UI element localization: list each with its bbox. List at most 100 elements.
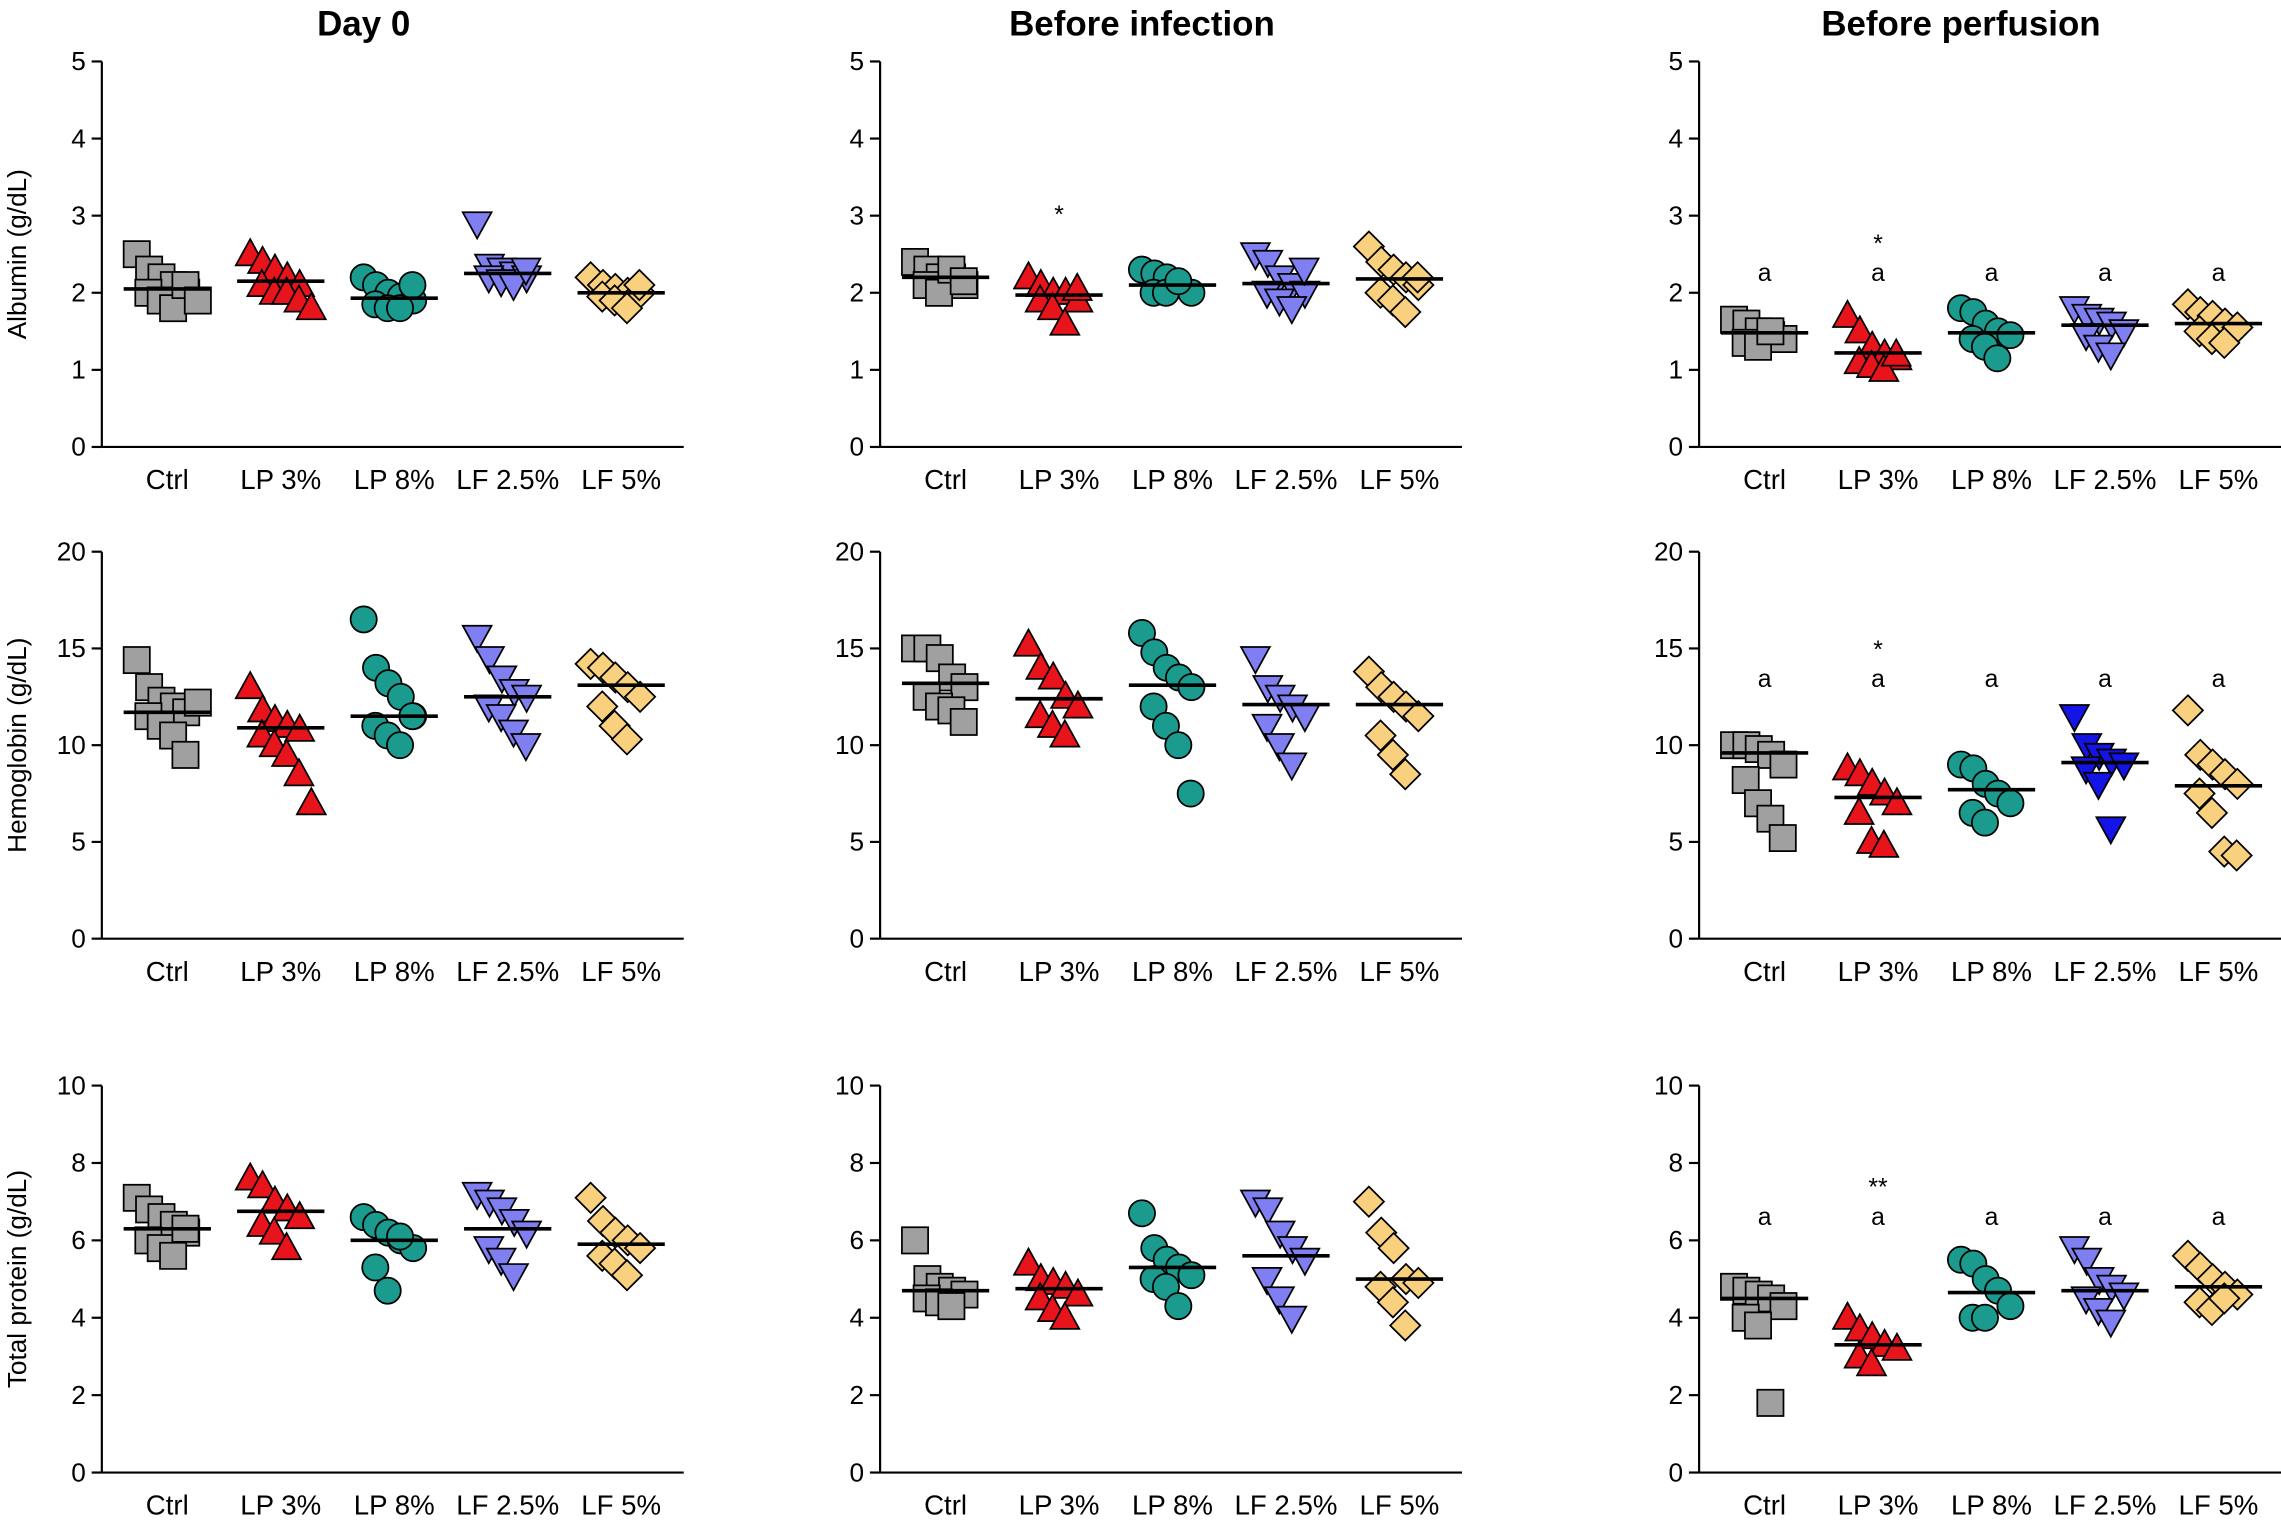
data-point <box>1855 1347 1888 1377</box>
x-tick-label: LF 2.5% <box>456 956 559 987</box>
y-tick-label: 15 <box>1654 633 1683 663</box>
x-tick-label: LF 5% <box>581 464 661 495</box>
data-point <box>2196 748 2229 781</box>
data-point <box>183 286 212 315</box>
data-point <box>2058 704 2091 734</box>
data-point <box>1352 1185 1386 1218</box>
y-tick-label: 0 <box>850 1457 865 1487</box>
x-tick-label: Ctrl <box>924 1490 967 1518</box>
significance-label: * <box>1873 231 1883 258</box>
x-tick-label: LP 3% <box>1019 1490 1100 1518</box>
y-tick-label: 10 <box>57 1070 86 1100</box>
data-point <box>1768 824 1797 853</box>
data-point <box>1389 690 1423 723</box>
x-tick-label: Ctrl <box>146 956 189 987</box>
data-point <box>1275 1305 1308 1335</box>
x-tick-label: LF 5% <box>581 1490 661 1518</box>
panel: Total protein (g/dL) 0 2 4 6 8 10 Ctrl LP 3% LP 8… <box>2 1070 684 1521</box>
y-tick-label: 4 <box>850 1302 865 1332</box>
data-point <box>361 1253 390 1282</box>
data-point <box>295 291 328 321</box>
panel: Day 0 Albumin (g/dL) 0 1 2 3 4 5 Ctrl LP 3% LP 8% L… <box>2 4 684 495</box>
y-tick-label: 6 <box>1669 1225 1684 1255</box>
y-tick-label: 2 <box>1669 1380 1684 1410</box>
data-point <box>183 688 212 717</box>
x-tick-label: LF 5% <box>2179 956 2259 987</box>
data-point <box>1048 306 1081 336</box>
panel-title: Before perfusion <box>1821 4 2100 43</box>
data-point <box>386 731 415 760</box>
data-point <box>398 271 427 300</box>
x-tick-label: LF 2.5% <box>2054 956 2157 987</box>
data-point <box>1769 750 1798 779</box>
y-tick-label: 1 <box>850 355 865 385</box>
data-point <box>901 1226 929 1255</box>
x-tick-label: Ctrl <box>1743 1490 1786 1518</box>
significance-label: a <box>2098 260 2112 287</box>
y-tick-label: 20 <box>835 536 864 566</box>
data-point <box>1996 321 2025 350</box>
data-point <box>2220 839 2253 872</box>
x-tick-label: LF 5% <box>2179 1490 2259 1518</box>
data-point <box>1377 1231 1410 1265</box>
y-tick-label: 5 <box>71 46 86 76</box>
x-tick-label: LP 8% <box>1132 1490 1213 1518</box>
data-point <box>2070 1247 2103 1277</box>
x-tick-label: LF 2.5% <box>1235 464 1338 495</box>
data-point <box>1062 689 1094 719</box>
x-tick-label: LP 3% <box>1838 956 1919 987</box>
x-tick-label: LP 3% <box>1838 464 1919 495</box>
y-tick-label: 0 <box>850 432 865 462</box>
data-point <box>171 740 200 769</box>
data-point <box>1288 257 1321 287</box>
y-tick-label: 0 <box>1669 432 1684 462</box>
data-point <box>461 624 494 654</box>
x-tick-label: Ctrl <box>1743 956 1786 987</box>
data-point <box>246 1169 279 1199</box>
y-tick-label: 0 <box>850 923 865 953</box>
x-tick-label: LF 2.5% <box>456 464 559 495</box>
x-tick-label: LF 2.5% <box>1235 956 1338 987</box>
x-tick-label: LP 8% <box>1951 1490 2032 1518</box>
data-point <box>1048 718 1081 748</box>
significance-label: * <box>1873 637 1883 664</box>
data-point <box>610 723 644 756</box>
y-tick-label: 5 <box>850 827 865 857</box>
data-point <box>1970 808 1999 837</box>
data-point <box>1388 1309 1422 1342</box>
data-point <box>461 211 494 241</box>
data-point <box>386 1222 415 1251</box>
data-point <box>1264 1220 1297 1250</box>
significance-label: a <box>2098 1204 2112 1231</box>
x-tick-label: LP 3% <box>1838 1490 1919 1518</box>
y-tick-label: 5 <box>71 827 86 857</box>
y-tick-label: 2 <box>1669 277 1684 307</box>
panel: Hemoglobin (g/dL) 0 5 10 15 20 Ctrl LP 3% LP 8% L… <box>2 536 684 987</box>
y-tick-label: 4 <box>850 123 865 153</box>
data-point <box>1012 627 1045 657</box>
data-point <box>485 1247 518 1277</box>
data-point <box>295 786 328 816</box>
significance-label: a <box>1985 260 1999 287</box>
data-point <box>349 605 378 634</box>
data-point <box>1376 1285 1410 1319</box>
y-tick-label: 3 <box>71 200 86 230</box>
data-point <box>510 257 542 287</box>
data-point <box>1275 752 1308 782</box>
data-point <box>258 1215 291 1245</box>
y-tick-label: 1 <box>71 355 86 385</box>
y-tick-label: 5 <box>1669 46 1684 76</box>
x-tick-label: LP 8% <box>1132 464 1213 495</box>
data-point <box>473 646 506 675</box>
y-tick-label: 10 <box>1654 730 1683 760</box>
y-tick-label: 10 <box>835 730 864 760</box>
data-point <box>2208 757 2242 791</box>
panel: 0 5 10 15 20 Ctrl LP 3% LP 8% LF 2.5% LF 5% <box>835 536 1462 987</box>
x-tick-label: Ctrl <box>146 464 189 495</box>
data-point <box>1127 1199 1156 1228</box>
data-point <box>1251 249 1284 279</box>
y-tick-label: 10 <box>57 730 86 760</box>
data-point <box>510 684 543 714</box>
x-tick-label: LP 8% <box>1951 956 2032 987</box>
